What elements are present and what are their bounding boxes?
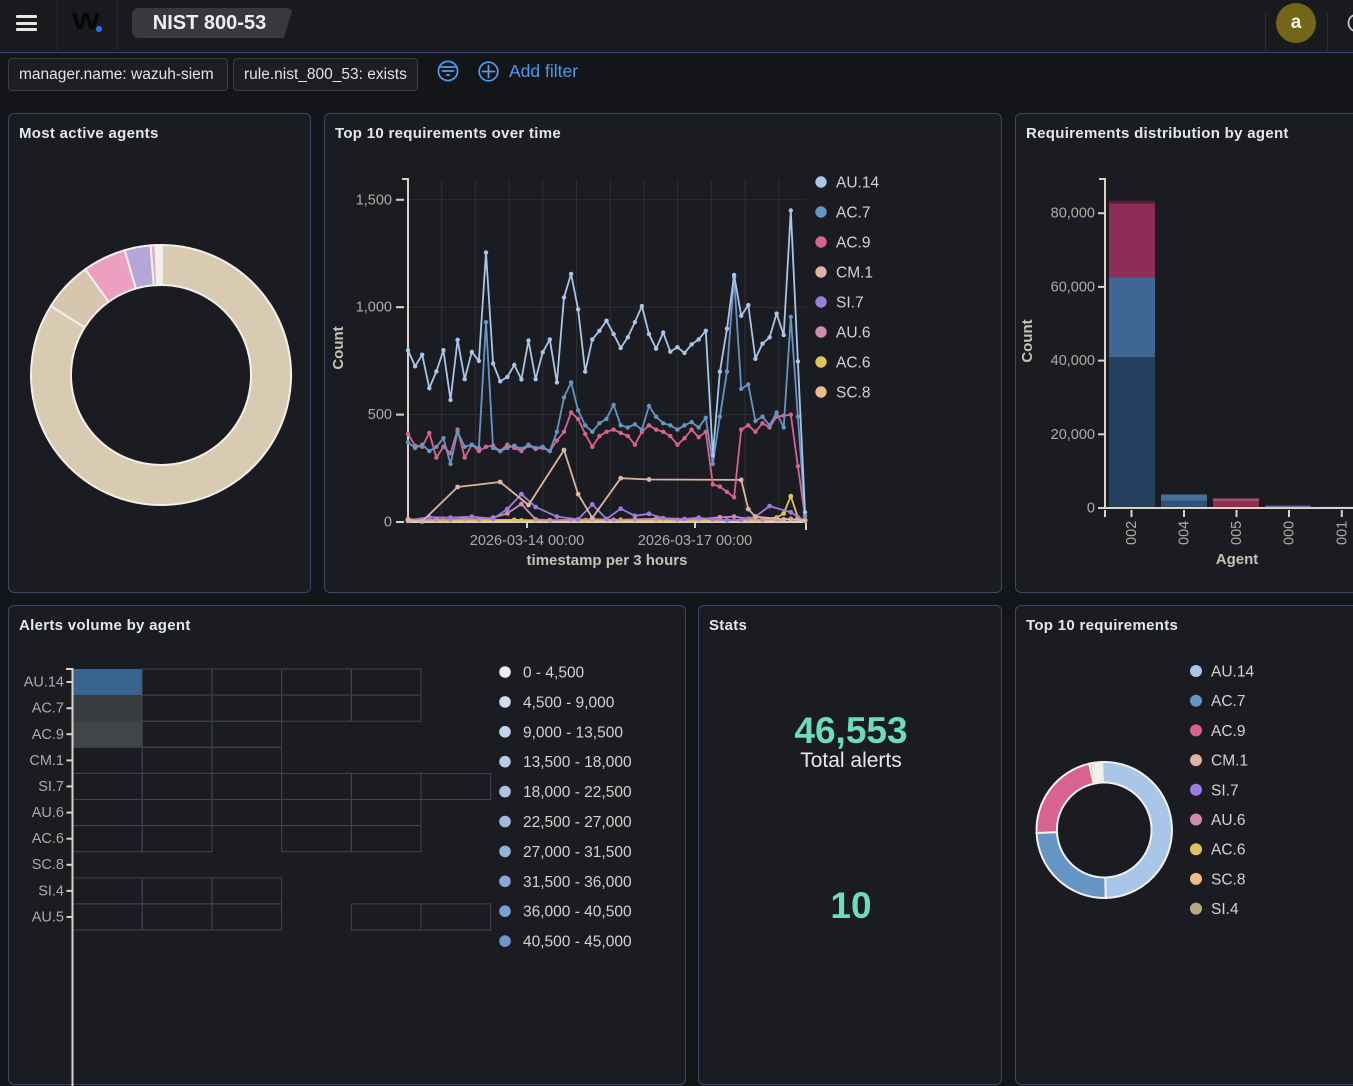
svg-text:9,000 - 13,500: 9,000 - 13,500	[523, 724, 623, 741]
svg-text:AU.5: AU.5	[32, 910, 64, 926]
svg-text:000: 000	[1282, 521, 1298, 545]
svg-text:AC.6: AC.6	[836, 355, 870, 372]
svg-text:004: 004	[1177, 521, 1193, 545]
svg-text:SI.7: SI.7	[1211, 782, 1239, 799]
svg-text:1,000: 1,000	[356, 300, 392, 316]
svg-text:AC.7: AC.7	[1211, 693, 1245, 710]
svg-text:0 - 4,500: 0 - 4,500	[523, 665, 585, 682]
svg-text:Count: Count	[330, 326, 347, 369]
svg-text:SC.8: SC.8	[836, 385, 870, 402]
svg-text:timestamp per 3 hours: timestamp per 3 hours	[527, 552, 688, 569]
svg-text:AU.14: AU.14	[836, 175, 879, 192]
svg-text:31,500 - 36,000: 31,500 - 36,000	[523, 874, 632, 891]
svg-text:001: 001	[1334, 521, 1350, 545]
svg-text:Count: Count	[1019, 319, 1036, 362]
svg-text:AU.6: AU.6	[1211, 812, 1245, 829]
svg-text:AC.6: AC.6	[1211, 842, 1245, 859]
svg-text:CM.1: CM.1	[1211, 753, 1248, 770]
svg-text:CM.1: CM.1	[29, 753, 64, 769]
svg-text:AC.7: AC.7	[836, 205, 870, 222]
svg-text:SI.4: SI.4	[38, 883, 64, 899]
svg-text:SI.4: SI.4	[1211, 901, 1239, 918]
svg-text:AU.6: AU.6	[32, 805, 64, 821]
svg-text:002: 002	[1124, 521, 1140, 545]
svg-text:1,500: 1,500	[356, 192, 392, 208]
svg-text:Agent: Agent	[1216, 551, 1259, 568]
svg-text:60,000: 60,000	[1051, 279, 1095, 295]
svg-text:SI.7: SI.7	[836, 295, 864, 312]
svg-text:80,000: 80,000	[1051, 206, 1095, 222]
svg-text:AC.9: AC.9	[1211, 723, 1245, 740]
svg-text:40,500 - 45,000: 40,500 - 45,000	[523, 934, 632, 951]
svg-text:AC.9: AC.9	[32, 727, 64, 743]
svg-text:27,000 - 31,500: 27,000 - 31,500	[523, 844, 632, 861]
svg-text:AC.9: AC.9	[836, 235, 870, 252]
svg-text:40,000: 40,000	[1051, 353, 1095, 369]
svg-text:AU.14: AU.14	[24, 675, 64, 691]
svg-text:AU.6: AU.6	[836, 325, 870, 342]
svg-text:2026-03-14 00:00: 2026-03-14 00:00	[470, 533, 585, 549]
svg-text:18,000 - 22,500: 18,000 - 22,500	[523, 784, 632, 801]
svg-text:4,500 - 9,000: 4,500 - 9,000	[523, 694, 615, 711]
svg-text:AC.6: AC.6	[32, 831, 64, 847]
svg-text:AC.7: AC.7	[32, 701, 64, 717]
svg-text:005: 005	[1229, 521, 1245, 545]
svg-text:2026-03-17 00:00: 2026-03-17 00:00	[638, 533, 753, 549]
svg-text:CM.1: CM.1	[836, 265, 873, 282]
svg-text:SC.8: SC.8	[1211, 871, 1245, 888]
svg-text:0: 0	[384, 515, 392, 531]
svg-text:AU.14: AU.14	[1211, 664, 1254, 681]
svg-text:0: 0	[1087, 501, 1095, 517]
svg-text:SI.7: SI.7	[38, 779, 64, 795]
svg-text:22,500 - 27,000: 22,500 - 27,000	[523, 814, 632, 831]
svg-text:13,500 - 18,000: 13,500 - 18,000	[523, 754, 632, 771]
svg-text:20,000: 20,000	[1051, 427, 1095, 443]
svg-text:36,000 - 40,500: 36,000 - 40,500	[523, 904, 632, 921]
svg-text:500: 500	[368, 407, 392, 423]
svg-text:SC.8: SC.8	[32, 857, 64, 873]
